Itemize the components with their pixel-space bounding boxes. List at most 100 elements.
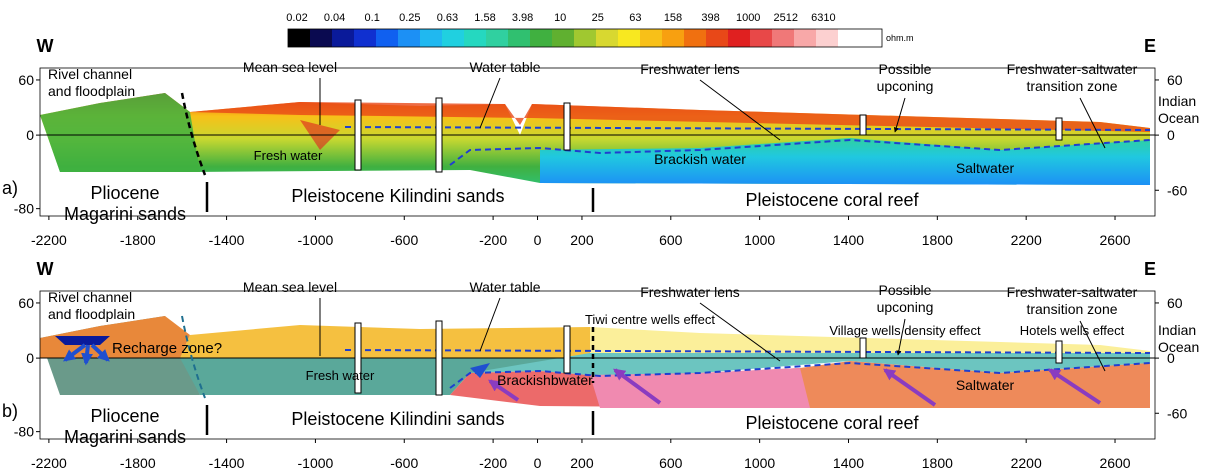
annotation: Hotels wells effect <box>1020 323 1125 338</box>
annotation: Indian <box>1158 322 1196 338</box>
annotation: Fresh water <box>254 148 323 163</box>
x-tick-label: 1400 <box>833 455 864 471</box>
annotation: Freshwater-saltwater <box>1007 284 1138 300</box>
annotation: Brackish water <box>654 151 746 167</box>
x-tick-label: 2600 <box>1099 232 1130 248</box>
x-tick-label: -2200 <box>31 455 67 471</box>
x-tick-label: -600 <box>390 232 418 248</box>
y2-tick-label: -60 <box>1167 405 1187 421</box>
annotation: Freshwater lens <box>640 61 740 77</box>
annotation: Fresh water <box>306 368 375 383</box>
colorbar-swatch <box>706 29 729 47</box>
colorbar-swatch <box>442 29 465 47</box>
annotation: upconing <box>877 78 934 94</box>
panel-label: a) <box>2 178 18 198</box>
colorbar-swatch <box>618 29 641 47</box>
figure: ohm.m 0.020.040.10.250.631.583.981025631… <box>0 0 1210 472</box>
colorbar-tick-label: 0.1 <box>365 12 380 24</box>
y-tick-label: 60 <box>18 72 34 88</box>
x-tick-label: 1000 <box>744 232 775 248</box>
annotation: Saltwater <box>956 377 1015 393</box>
colorbar-swatch <box>794 29 817 47</box>
annotation: Mean sea level <box>243 279 337 295</box>
west-label: W <box>37 36 54 56</box>
colorbar-tick-label: 1000 <box>736 12 760 24</box>
colorbar-swatch <box>332 29 355 47</box>
x-tick-label: -1000 <box>298 232 334 248</box>
y-tick-label: 60 <box>18 295 34 311</box>
colorbar-tick-label: 10 <box>554 12 566 24</box>
x-tick-label: -2200 <box>31 232 67 248</box>
y-tick-label: -80 <box>14 424 34 440</box>
colorbar-swatch <box>816 29 839 47</box>
annotation: Rivel channel <box>48 289 132 305</box>
colorbar-tick-label: 0.63 <box>437 12 458 24</box>
annotation: Recharge zone? <box>112 340 222 357</box>
colorbar-swatch <box>464 29 487 47</box>
colorbar-swatch <box>596 29 619 47</box>
annotation: Possible <box>879 61 932 77</box>
colorbar-tick-label: 63 <box>629 12 641 24</box>
annotation: Water table <box>469 279 540 295</box>
colorbar-swatch <box>552 29 575 47</box>
x-tick-label: 2200 <box>1011 232 1042 248</box>
east-label: E <box>1144 259 1156 279</box>
x-tick-label: 2200 <box>1011 455 1042 471</box>
y2-tick-label: -60 <box>1167 182 1187 198</box>
annotation: transition zone <box>1026 301 1117 317</box>
west-label: W <box>37 259 54 279</box>
colorbar-tick-label: 158 <box>664 12 682 24</box>
colorbar-tick-label: 25 <box>592 12 604 24</box>
x-tick-label: 1400 <box>833 232 864 248</box>
colorbar-swatch <box>376 29 399 47</box>
annotation: Indian <box>1158 93 1196 109</box>
annotation: Village wells density effect <box>829 323 981 338</box>
x-tick-label: 200 <box>570 232 594 248</box>
colorbar-swatch <box>508 29 531 47</box>
interpretation-section <box>40 316 1155 435</box>
annotation: Freshwater lens <box>640 284 740 300</box>
annotation: Pleistocene Kilindini sands <box>291 409 504 429</box>
y2-tick-label: 60 <box>1167 72 1183 88</box>
colorbar-swatch <box>640 29 663 47</box>
y-tick-label: -80 <box>14 201 34 217</box>
x-tick-label: 0 <box>534 232 542 248</box>
annotation: Pliocene <box>90 183 159 203</box>
x-tick-label: 600 <box>659 455 683 471</box>
annotation: Pleistocene coral reef <box>745 190 919 210</box>
colorbar-tick-label: 2512 <box>774 12 798 24</box>
annotation: Water table <box>469 59 540 75</box>
annotation: Magarini sands <box>64 204 186 224</box>
annotation: Brackishbwater <box>497 372 593 388</box>
x-tick-label: -1000 <box>298 455 334 471</box>
x-tick-label: 1000 <box>744 455 775 471</box>
y-tick-label: 0 <box>26 127 34 143</box>
x-tick-label: -1400 <box>209 232 245 248</box>
annotation: upconing <box>877 299 934 315</box>
colorbar-tick-label: 3.98 <box>512 12 533 24</box>
colorbar-tick-label: 398 <box>701 12 719 24</box>
colorbar-swatch <box>772 29 795 47</box>
colorbar-swatch <box>420 29 443 47</box>
x-tick-label: -1800 <box>120 232 156 248</box>
x-tick-label: 600 <box>659 232 683 248</box>
colorbar-swatch <box>662 29 685 47</box>
annotation: Possible <box>879 282 932 298</box>
colorbar-swatch <box>684 29 707 47</box>
colorbar-tick-label: 0.02 <box>286 12 307 24</box>
annotation: transition zone <box>1026 78 1117 94</box>
colorbar-swatch <box>486 29 509 47</box>
x-tick-label: 1800 <box>922 232 953 248</box>
x-tick-label: -1400 <box>209 455 245 471</box>
y2-tick-label: 0 <box>1167 127 1175 143</box>
colorbar-swatch <box>530 29 553 47</box>
annotation: Saltwater <box>956 160 1015 176</box>
colorbar-tick-label: 0.04 <box>324 12 345 24</box>
annotation: and floodplain <box>48 306 135 322</box>
annotation: Ocean <box>1158 339 1199 355</box>
colorbar-swatch <box>860 29 883 47</box>
annotation: Pleistocene coral reef <box>745 413 919 433</box>
colorbar-unit: ohm.m <box>886 33 914 43</box>
resistivity-section <box>40 93 1155 212</box>
x-tick-label: -1800 <box>120 455 156 471</box>
